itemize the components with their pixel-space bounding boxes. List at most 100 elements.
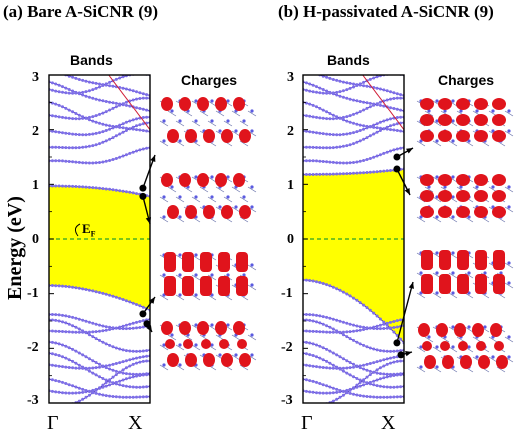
band-point [395, 129, 399, 132]
lattice-bond [448, 140, 458, 147]
band-point [308, 329, 312, 333]
band-point [382, 151, 386, 155]
band-point [128, 327, 132, 330]
band-point [378, 377, 382, 381]
band-point [365, 395, 369, 398]
orbital-lobe [182, 252, 194, 272]
band-point [311, 115, 315, 119]
band-point [328, 349, 332, 353]
orbital-lobe [492, 174, 506, 186]
band-point [315, 365, 318, 369]
band-point [91, 330, 95, 334]
lattice-atom [499, 271, 503, 275]
lattice-bond [207, 274, 217, 281]
lattice-bond [167, 334, 177, 341]
lattice-atom [427, 185, 431, 189]
band-point [322, 403, 325, 406]
band-point [138, 374, 142, 377]
band-point [77, 92, 81, 96]
band-point [61, 380, 64, 384]
band-point [128, 364, 132, 368]
band-point [318, 404, 321, 407]
band-point [67, 322, 71, 326]
band-point [57, 145, 61, 149]
band-point [138, 97, 142, 100]
band-point [54, 159, 58, 163]
orbital-lobe [475, 274, 487, 294]
band-point [311, 279, 315, 283]
band-point [145, 129, 149, 133]
band-point [315, 172, 318, 176]
band-point [348, 391, 352, 395]
band-point [348, 322, 352, 326]
band-point [135, 106, 138, 110]
orbital-lobe [439, 250, 451, 270]
band-point [308, 145, 312, 149]
band-point [111, 136, 115, 140]
band-point [81, 397, 85, 401]
band-point [389, 169, 392, 172]
orbital-lobe [436, 323, 448, 337]
band-point [308, 405, 311, 408]
orbital-lobe [420, 130, 434, 142]
lattice-atom [250, 263, 254, 267]
band-point [348, 330, 352, 334]
band-point [362, 367, 366, 371]
lattice-atom [451, 271, 455, 275]
band-point [108, 80, 112, 84]
band-point [98, 362, 101, 366]
lattice-atom [475, 185, 479, 189]
band-point [389, 124, 392, 128]
lattice-atom [507, 355, 511, 359]
lattice-bond [432, 120, 442, 127]
band-point [71, 285, 75, 289]
band-point [389, 128, 392, 132]
band-point [114, 380, 118, 384]
band-point [399, 108, 403, 112]
band-point [355, 385, 359, 389]
band-point [335, 318, 339, 322]
band-line [64, 75, 150, 96]
lattice-bond [199, 110, 209, 117]
band-point [141, 116, 145, 119]
band-point [308, 130, 312, 134]
band-point [341, 80, 345, 84]
lattice-atom [507, 261, 511, 265]
band-point [348, 143, 352, 147]
band-point [50, 129, 54, 133]
band-point [50, 313, 54, 316]
band-point [352, 296, 355, 300]
lattice-atom [435, 119, 439, 123]
band-point [84, 90, 88, 94]
orbital-lobe [490, 323, 502, 337]
band-point [121, 348, 125, 352]
band-point [121, 384, 125, 388]
orbital-lobe [474, 130, 488, 142]
band-point [338, 94, 342, 98]
band-point [341, 115, 345, 119]
orbital-lobe [236, 276, 248, 296]
band-point [74, 160, 78, 164]
band-point [87, 393, 91, 397]
lattice-atom [435, 215, 439, 219]
band-point [335, 115, 339, 119]
band-point [57, 103, 61, 107]
band-point [331, 160, 335, 164]
orbital-lobe [493, 274, 505, 294]
band-point [318, 330, 322, 334]
band-point [385, 118, 389, 122]
lattice-atom [162, 119, 166, 123]
band-point [145, 354, 149, 358]
band-point [101, 99, 105, 103]
orbital-lobe [215, 97, 227, 111]
band-point [118, 361, 122, 365]
band-point [325, 132, 329, 136]
band-point [108, 363, 112, 367]
band-point [304, 278, 308, 282]
band-point [81, 387, 85, 391]
lattice-atom [419, 365, 423, 369]
band-point [71, 330, 75, 334]
band-point [118, 125, 122, 129]
orbital-lobe [218, 252, 230, 272]
band-point [345, 321, 349, 325]
